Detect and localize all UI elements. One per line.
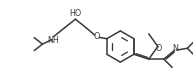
Text: O: O xyxy=(94,32,100,41)
Text: O: O xyxy=(156,44,162,53)
Text: HO: HO xyxy=(70,9,82,18)
Text: N: N xyxy=(172,44,178,53)
Text: NH: NH xyxy=(47,36,59,45)
